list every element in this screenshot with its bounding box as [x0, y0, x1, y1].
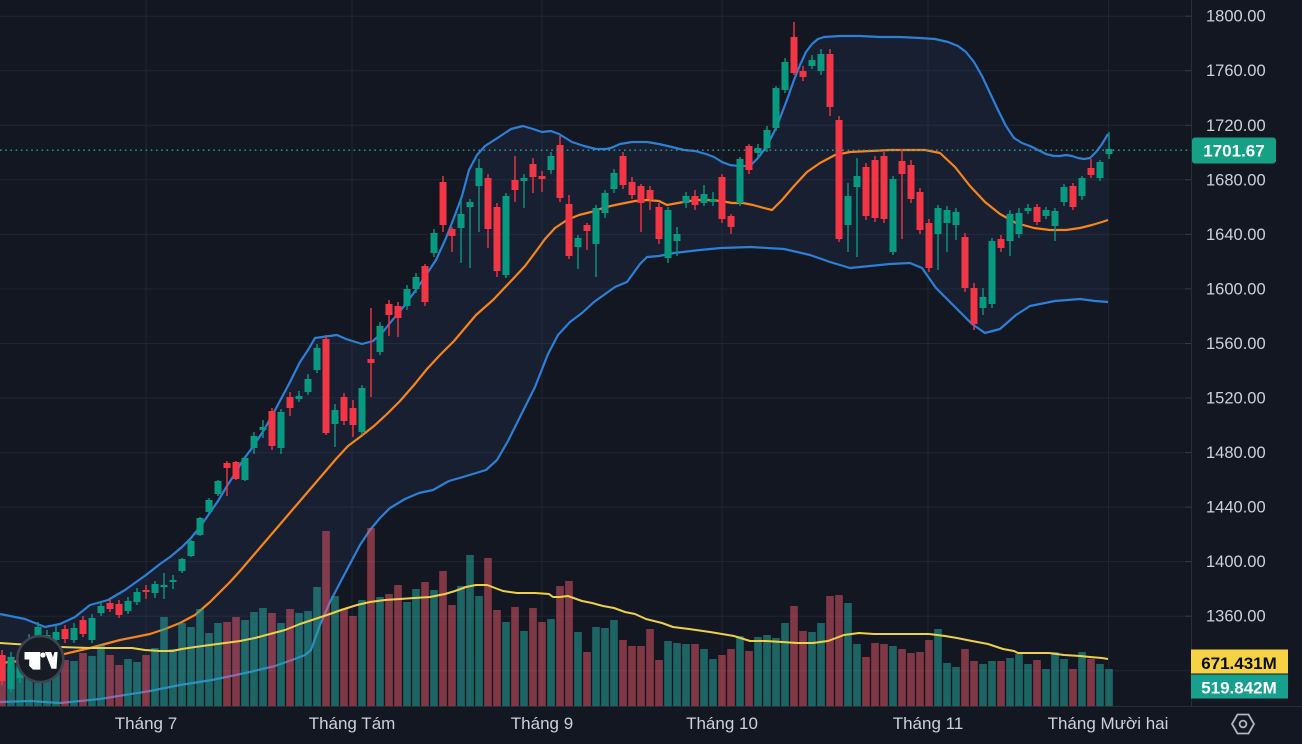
svg-text:1560.00: 1560.00 — [1206, 335, 1266, 353]
svg-text:Tháng 7: Tháng 7 — [115, 714, 177, 733]
svg-text:Tháng 10: Tháng 10 — [686, 714, 758, 733]
svg-text:Tháng Tám: Tháng Tám — [309, 714, 396, 733]
svg-text:Tháng 11: Tháng 11 — [893, 714, 964, 733]
svg-text:671.431M: 671.431M — [1201, 654, 1277, 673]
svg-text:1760.00: 1760.00 — [1206, 62, 1266, 80]
svg-text:1800.00: 1800.00 — [1206, 8, 1266, 26]
svg-text:Tháng Mười hai: Tháng Mười hai — [1048, 714, 1169, 733]
svg-text:1520.00: 1520.00 — [1206, 390, 1266, 408]
svg-text:1701.67: 1701.67 — [1203, 142, 1264, 161]
svg-text:Tháng 9: Tháng 9 — [511, 714, 573, 733]
svg-text:1640.00: 1640.00 — [1206, 226, 1266, 244]
svg-text:1680.00: 1680.00 — [1206, 171, 1266, 189]
svg-text:1360.00: 1360.00 — [1206, 608, 1266, 626]
svg-text:1480.00: 1480.00 — [1206, 444, 1266, 462]
svg-text:1600.00: 1600.00 — [1206, 280, 1266, 298]
svg-text:1440.00: 1440.00 — [1206, 499, 1266, 517]
svg-text:1400.00: 1400.00 — [1206, 553, 1266, 571]
svg-text:519.842M: 519.842M — [1201, 679, 1277, 698]
svg-text:1720.00: 1720.00 — [1206, 117, 1266, 135]
